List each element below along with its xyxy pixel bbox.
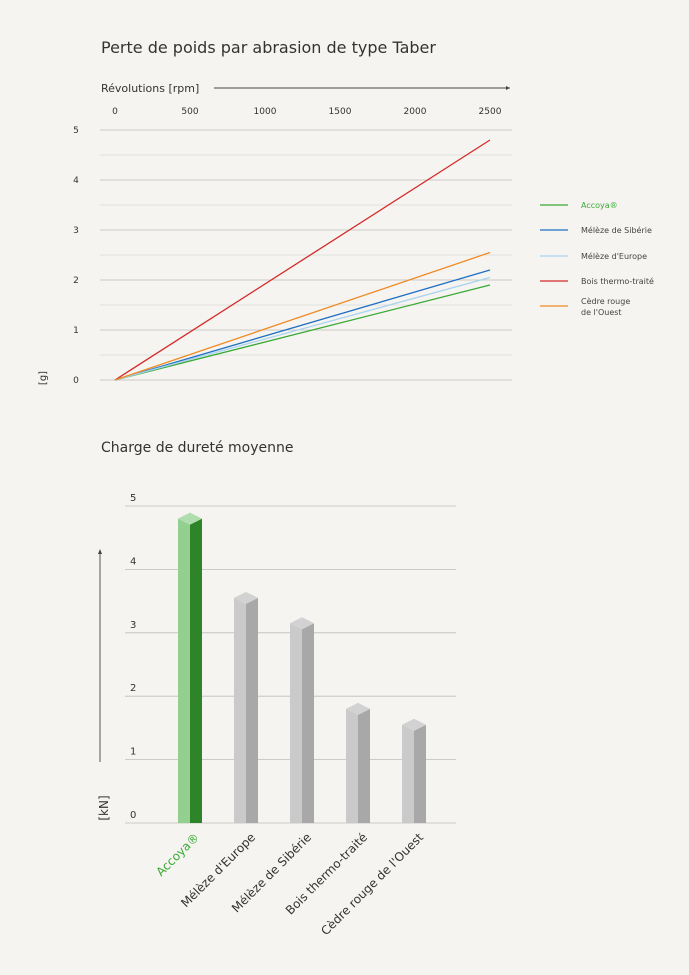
line-chart-y-label: [g] <box>38 371 49 385</box>
line-chart-x-tick: 1000 <box>254 107 277 117</box>
line-chart-y-tick: 5 <box>73 126 79 136</box>
line-chart-x-axis-arrowhead <box>506 86 510 90</box>
bar-face-left <box>290 623 302 823</box>
line-chart-x-label: Révolutions [rpm] <box>101 82 199 95</box>
bar-chart-y-axis-arrowhead <box>98 549 102 554</box>
bar-top <box>178 512 202 525</box>
series-line <box>114 276 491 381</box>
bar-face-right <box>190 518 202 823</box>
bar-face-right <box>358 708 370 823</box>
legend-label: Mélèze de Sibérie <box>581 225 652 235</box>
bar-chart-title: Charge de dureté moyenne <box>101 440 293 456</box>
legend-label: Cèdre rouge de l'Ouest <box>581 296 630 317</box>
bar-face-right <box>414 724 426 823</box>
bar-top <box>402 718 426 731</box>
bar-category-label: Accoya® <box>153 830 202 879</box>
legend-label: Accoya® <box>581 201 618 210</box>
series-line <box>114 269 491 381</box>
bar-face-left <box>234 597 246 823</box>
bar-face-right <box>246 597 258 823</box>
line-chart-x-tick: 0 <box>112 107 118 117</box>
line-chart-y-tick: 2 <box>73 276 79 286</box>
line-chart-y-tick: 0 <box>73 376 79 386</box>
series-line <box>114 139 491 381</box>
line-chart-x-tick: 2500 <box>479 107 502 117</box>
legend-label: Bois thermo-traité <box>581 276 654 286</box>
bar-chart-y-tick: 1 <box>130 747 136 758</box>
line-chart-y-tick: 3 <box>73 226 79 236</box>
bar-face-left <box>402 724 414 823</box>
bar-category-label: Cèdre rouge de l'Ouest <box>318 830 426 938</box>
bar-top <box>346 702 370 715</box>
legend-label-line: Cèdre rouge <box>581 296 630 306</box>
bar-top <box>290 617 314 630</box>
bar-chart-y-tick: 0 <box>130 810 136 821</box>
line-chart-x-tick: 2000 <box>404 107 427 117</box>
series-line <box>114 284 491 381</box>
legend-label-line: de l'Ouest <box>581 308 622 317</box>
bar-face-right <box>302 623 314 823</box>
line-chart-title: Perte de poids par abrasion de type Tabe… <box>101 38 436 57</box>
bar-chart-y-tick: 3 <box>130 620 136 631</box>
line-chart-y-tick: 1 <box>73 326 79 336</box>
bar-chart-y-tick: 2 <box>130 683 136 694</box>
bar-chart-y-label: [kN] <box>97 795 111 820</box>
line-chart-x-tick: 500 <box>181 107 198 117</box>
series-line <box>114 251 491 381</box>
bar-chart-y-tick: 4 <box>130 556 136 567</box>
bar-chart-y-tick: 5 <box>130 493 136 504</box>
line-chart-y-tick: 4 <box>73 176 79 186</box>
bar-top <box>234 591 258 604</box>
bar-face-left <box>178 518 190 823</box>
line-chart-x-tick: 1500 <box>329 107 352 117</box>
bar-face-left <box>346 708 358 823</box>
legend-label: Mélèze d'Europe <box>581 251 647 261</box>
